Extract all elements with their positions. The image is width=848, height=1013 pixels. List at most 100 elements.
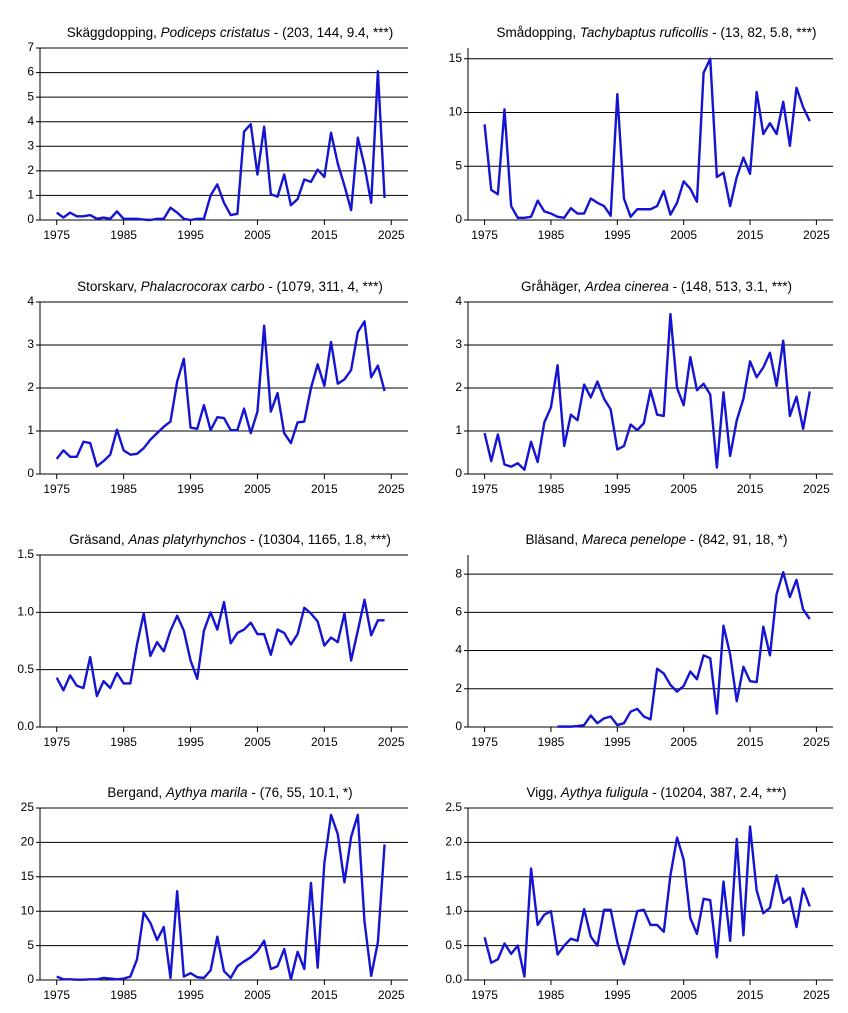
chart-title: Smådopping, Tachybaptus ruficollis - (13… <box>497 25 817 40</box>
x-tick-label: 1985 <box>538 735 565 749</box>
title-part: Bergand, <box>107 785 166 800</box>
chart-title: Bläsand, Mareca penelope - (842, 91, 18,… <box>526 532 788 547</box>
x-tick-label: 2005 <box>244 988 271 1002</box>
y-tick-label: 0.0 <box>17 719 34 733</box>
x-tick-label: 1975 <box>471 735 498 749</box>
x-tick-label: 1995 <box>604 228 631 242</box>
y-tick-label: 5 <box>455 158 462 172</box>
title-part: Bläsand, <box>526 532 582 547</box>
x-tick-label: 2025 <box>378 228 405 242</box>
y-tick-label: 2 <box>455 380 462 394</box>
x-tick-label: 2015 <box>737 482 764 496</box>
title-part: - (13, 82, 5.8, ***) <box>708 25 816 40</box>
x-tick-label: 2015 <box>737 228 764 242</box>
y-tick-label: 1.0 <box>445 903 462 917</box>
y-tick-label: 0.0 <box>445 972 462 986</box>
chart-title: Bergand, Aythya marila - (76, 55, 10.1, … <box>107 785 352 800</box>
y-tick-label: 6 <box>455 605 462 619</box>
data-line <box>56 813 386 981</box>
x-tick-label: 2025 <box>803 735 830 749</box>
x-tick-label: 1985 <box>110 988 137 1002</box>
y-tick-label: 4 <box>27 114 34 128</box>
title-part: - (203, 144, 9.4, ***) <box>270 25 393 40</box>
y-tick-label: 6 <box>27 65 34 79</box>
chart-title: Gräsand, Anas platyrhynchos - (10304, 11… <box>69 532 391 547</box>
title-part: Podiceps cristatus <box>161 25 271 40</box>
title-part: Gråhäger, <box>521 279 585 294</box>
y-tick-label: 2 <box>455 681 462 695</box>
title-part: Tachybaptus ruficollis <box>580 25 709 40</box>
x-tick-label: 1975 <box>471 482 498 496</box>
y-tick-label: 10 <box>21 903 35 917</box>
x-tick-label: 1985 <box>538 228 565 242</box>
y-tick-label: 2 <box>27 380 34 394</box>
x-tick-label: 1985 <box>538 482 565 496</box>
x-tick-label: 1995 <box>177 988 204 1002</box>
y-tick-label: 5 <box>27 89 34 103</box>
data-line <box>483 312 811 471</box>
title-part: Aythya fuligula <box>560 785 649 800</box>
y-tick-label: 20 <box>21 835 35 849</box>
x-tick-label: 2005 <box>244 482 271 496</box>
x-tick-label: 1975 <box>43 735 70 749</box>
y-tick-label: 0.5 <box>17 662 34 676</box>
x-tick-label: 2025 <box>803 482 830 496</box>
x-tick-label: 1975 <box>43 228 70 242</box>
title-part: - (10304, 1165, 1.8, ***) <box>246 532 391 547</box>
x-tick-label: 2005 <box>244 228 271 242</box>
chart-panel: Gräsand, Anas platyrhynchos - (10304, 11… <box>17 532 408 749</box>
chart-panel: Skäggdopping, Podiceps cristatus - (203,… <box>27 25 408 242</box>
x-tick-label: 1995 <box>604 482 631 496</box>
y-tick-label: 25 <box>21 800 35 814</box>
x-tick-label: 2015 <box>311 482 338 496</box>
title-part: Ardea cinerea <box>584 279 670 294</box>
y-tick-label: 1 <box>27 423 34 437</box>
y-tick-label: 0 <box>455 719 462 733</box>
title-part: Anas platyrhynchos <box>127 532 246 547</box>
y-tick-label: 0 <box>27 212 34 226</box>
title-part: - (10204, 387, 2.4, ***) <box>648 785 786 800</box>
x-tick-label: 1995 <box>177 735 204 749</box>
chart-title: Gråhäger, Ardea cinerea - (148, 513, 3.1… <box>521 279 792 294</box>
x-tick-label: 2005 <box>670 228 697 242</box>
x-tick-label: 2015 <box>311 735 338 749</box>
chart-title: Vigg, Aythya fuligula - (10204, 387, 2.4… <box>526 785 786 800</box>
y-tick-label: 3 <box>27 337 34 351</box>
y-tick-label: 2 <box>27 163 34 177</box>
data-line <box>55 320 386 468</box>
title-part: Mareca penelope <box>582 532 686 547</box>
y-tick-label: 1.0 <box>17 605 34 619</box>
data-line <box>55 598 385 698</box>
chart-panel: Storskarv, Phalacrocorax carbo - (1079, … <box>27 279 408 496</box>
y-tick-label: 5 <box>27 938 34 952</box>
x-tick-label: 1975 <box>471 988 498 1002</box>
y-tick-label: 4 <box>27 294 34 308</box>
x-tick-label: 1995 <box>604 988 631 1002</box>
x-tick-label: 1995 <box>177 228 204 242</box>
title-part: - (1079, 311, 4, ***) <box>265 279 383 294</box>
y-tick-label: 3 <box>27 138 34 152</box>
y-tick-label: 7 <box>27 40 34 54</box>
x-tick-label: 2015 <box>737 735 764 749</box>
x-tick-label: 2015 <box>311 988 338 1002</box>
y-tick-label: 1 <box>455 423 462 437</box>
x-tick-label: 1995 <box>604 735 631 749</box>
x-tick-label: 2005 <box>670 735 697 749</box>
y-tick-label: 0 <box>455 466 462 480</box>
data-line <box>557 571 811 728</box>
y-tick-label: 2.0 <box>445 835 462 849</box>
title-part: - (76, 55, 10.1, *) <box>248 785 353 800</box>
title-part: Phalacrocorax carbo <box>141 279 265 294</box>
title-part: Skäggdopping, <box>67 25 161 40</box>
y-tick-label: 10 <box>449 105 463 119</box>
x-tick-label: 1975 <box>43 482 70 496</box>
x-tick-label: 1985 <box>110 228 137 242</box>
chart-panel: Bergand, Aythya marila - (76, 55, 10.1, … <box>21 785 408 1002</box>
x-tick-label: 2015 <box>311 228 338 242</box>
chart-panel: Vigg, Aythya fuligula - (10204, 387, 2.4… <box>445 785 833 1002</box>
title-part: Aythya marila <box>165 785 248 800</box>
y-tick-label: 1.5 <box>17 547 34 561</box>
x-tick-label: 2005 <box>670 988 697 1002</box>
y-tick-label: 3 <box>455 337 462 351</box>
x-tick-label: 1975 <box>43 988 70 1002</box>
